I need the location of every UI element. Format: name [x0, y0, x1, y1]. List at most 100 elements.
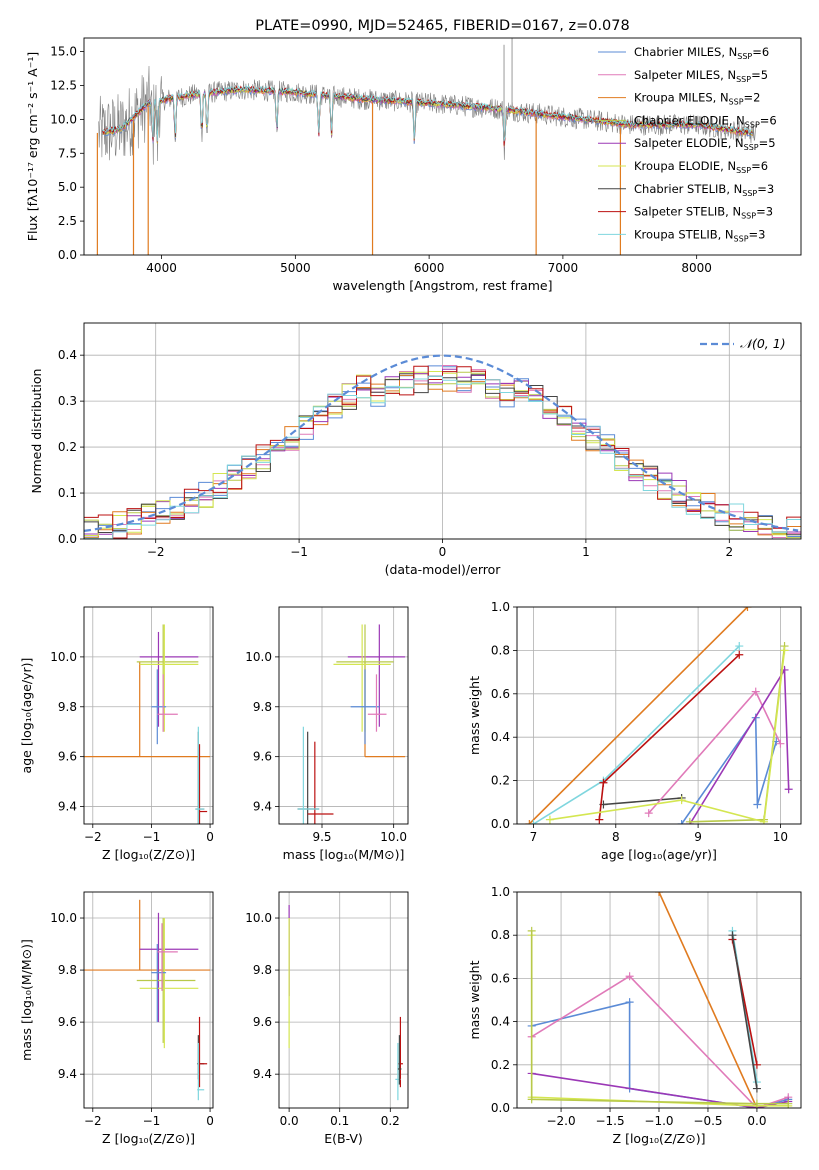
mass-weight-line: [603, 797, 682, 806]
plot-area-mass-vs-EBV: [288, 905, 403, 1101]
mass-weight-marker: [655, 892, 663, 896]
x-tick-label: 4000: [146, 261, 177, 275]
panel-mass-vs-EBV: 0.0 0.1 0.2 9.4 9.6 9.8 10.0 E(B-V): [245, 891, 409, 1146]
x-axis-label: age [log₁₀(age/yr)]: [601, 847, 717, 862]
y-axis-label: Normed distribution: [29, 369, 44, 494]
x-axis-label: Z [log₁₀(Z/Z⊙)]: [102, 847, 195, 862]
mass-weight-line: [549, 650, 786, 823]
x-axis-label: Z [log₁₀(Z/Z⊙)]: [102, 1131, 195, 1146]
legend-entry-name: Kroupa STELIB, N: [634, 227, 734, 241]
mass-weight-marker: [545, 815, 554, 824]
legend-entry-subscript: SSP: [737, 52, 752, 61]
x-axis-label: mass [log₁₀(M/M⊙)]: [283, 847, 405, 862]
x-tick-label: −1: [143, 830, 161, 844]
legend-entry: Chabrier ELODIE, NSSP=6: [634, 113, 777, 129]
y-tick-label: 9.6: [58, 750, 77, 764]
legend-entry-count: =2: [744, 91, 761, 105]
mass-weight-line: [689, 646, 786, 823]
y-tick-label: 9.4: [253, 800, 272, 814]
x-tick-label: 5000: [280, 261, 311, 275]
legend-entry-subscript: SSP: [734, 234, 749, 243]
y-tick-label: 0.2: [491, 1058, 510, 1072]
legend-entry: Kroupa STELIB, NSSP=3: [634, 227, 765, 243]
model-spectrum-line: [102, 84, 753, 142]
y-tick-label: 9.4: [58, 1067, 77, 1081]
legend-entry-name: Chabrier MILES, N: [634, 45, 737, 59]
y-tick-label: 1.0: [491, 600, 510, 614]
y-axis-label: mass weight: [467, 960, 482, 1039]
mass-weight-marker: [595, 815, 604, 824]
x-tick-label: 7: [530, 830, 538, 844]
x-tick-label: −1.5: [595, 1114, 624, 1128]
x-tick-label: 2: [725, 545, 733, 559]
mass-weight-marker: [685, 817, 694, 824]
y-tick-label: 2.5: [58, 214, 77, 228]
legend-entry-subscript: SSP: [736, 75, 751, 84]
legend-entry-name: Salpeter MILES, N: [634, 68, 736, 82]
x-tick-label: −2: [84, 1114, 102, 1128]
x-tick-label: −2: [84, 830, 102, 844]
mass-weight-marker: [735, 650, 744, 659]
y-tick-label: 0.4: [491, 1015, 510, 1029]
x-tick-label: 0.2: [381, 1114, 400, 1128]
x-tick-label: 0.0: [280, 1114, 299, 1128]
y-tick-label: 0.8: [491, 928, 510, 942]
axes-frame: [83, 891, 214, 1109]
mass-weight-marker: [752, 1099, 761, 1108]
legend-entry-count: =6: [751, 159, 768, 173]
mass-weight-line: [680, 715, 778, 824]
legend-entry-name: Salpeter STELIB, N: [634, 205, 741, 219]
legend-entry-count: =6: [752, 45, 769, 59]
y-tick-label: 5.0: [58, 180, 77, 194]
legend-entry: Kroupa MILES, NSSP=2: [634, 91, 760, 107]
axes-frame: [83, 322, 802, 540]
mass-weight-marker: [752, 1060, 761, 1069]
panel-age-vs-Z: −2 −1 0 9.4 9.6 9.8 10.0 Z [log₁₀(Z/Z⊙)] age [lo…: [19, 606, 214, 862]
legend-entry-count: =5: [751, 68, 768, 82]
histogram-step-line: [84, 368, 801, 535]
mass-weight-marker: [644, 809, 653, 818]
panel-massweight-vs-age: 7 8 9 10 0.0 0.2 0.4 0.6 0.8 1.0 age [log₁₀(age/yr…: [467, 600, 802, 862]
y-tick-label: 0.1: [58, 486, 77, 500]
x-tick-label: −2.0: [546, 1114, 575, 1128]
y-tick-label: 9.6: [253, 750, 272, 764]
axes-frame: [83, 37, 802, 256]
legend-entry-name: Kroupa MILES, N: [634, 91, 729, 105]
mass-weight-line: [731, 935, 758, 1089]
axes-frame: [516, 891, 802, 1109]
legend-entry: Kroupa ELODIE, NSSP=6: [634, 159, 768, 175]
mass-weight-marker: [677, 796, 686, 805]
mass-weight-marker: [752, 1084, 761, 1093]
legend-entry-name: Chabrier ELODIE, N: [634, 113, 745, 127]
x-tick-label: 0: [206, 830, 214, 844]
y-tick-label: 9.4: [253, 1067, 272, 1081]
legend-entry-subscript: SSP: [736, 166, 751, 175]
y-tick-label: 0.8: [491, 643, 510, 657]
y-tick-label: 0.0: [58, 248, 77, 262]
mass-weight-marker: [599, 778, 608, 787]
x-tick-label: −0.5: [693, 1114, 722, 1128]
histogram-step-line: [84, 375, 801, 539]
x-axis-label: E(B-V): [324, 1131, 363, 1146]
y-tick-label: 0.4: [491, 730, 510, 744]
x-tick-label: 10: [773, 830, 788, 844]
x-tick-label: 7000: [548, 261, 579, 275]
mass-weight-line: [658, 892, 758, 1108]
legend-entry-subscript: SSP: [742, 189, 757, 198]
y-tick-label: 0.2: [491, 774, 510, 788]
y-tick-label: 15.0: [50, 45, 77, 59]
y-tick-label: 9.8: [58, 963, 77, 977]
mass-weight-marker: [529, 820, 538, 824]
mass-weight-line: [528, 607, 749, 824]
legend-entry: Salpeter MILES, NSSP=5: [634, 68, 768, 84]
plot-area-age-vs-Z: [84, 624, 211, 824]
histogram-step-line: [84, 365, 801, 539]
x-tick-label: 0: [439, 545, 447, 559]
y-tick-label: 10.0: [50, 650, 77, 664]
chart-title: PLATE=0990, MJD=52465, FIBERID=0167, z=0…: [255, 18, 629, 34]
mass-weight-marker: [527, 1095, 536, 1104]
x-tick-label: 6000: [414, 261, 445, 275]
y-axis-label: age [log₁₀(age/yr)]: [19, 658, 34, 774]
y-tick-label: 9.8: [253, 963, 272, 977]
